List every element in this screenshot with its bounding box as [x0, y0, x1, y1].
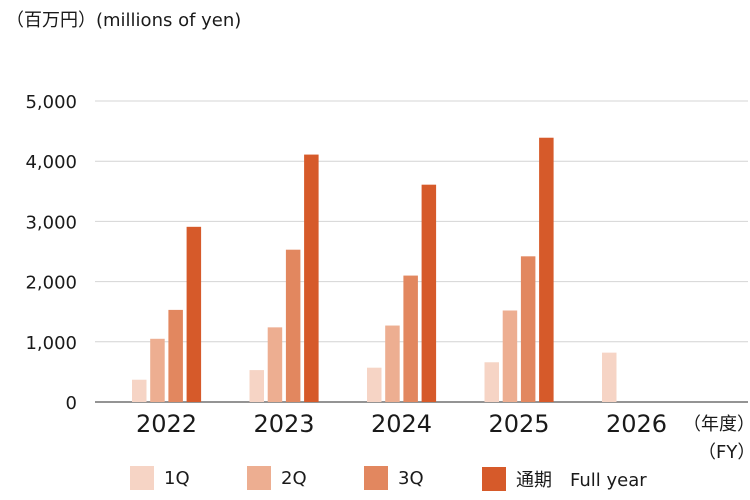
bar-2023-1	[249, 370, 264, 402]
legend-label: 3Q	[398, 467, 424, 489]
y-tick-label: 4,000	[25, 152, 77, 173]
x-tick-label: 2026	[606, 410, 667, 438]
y-tick-label: 1,000	[25, 333, 77, 354]
legend-swatch	[364, 466, 388, 490]
legend-item: 1Q	[130, 466, 190, 490]
bar-2022-4	[186, 226, 202, 402]
legend-swatch	[482, 467, 506, 491]
legend-label: 2Q	[281, 467, 307, 489]
bar-2025-2	[502, 310, 518, 402]
bar-2025-4	[539, 137, 554, 403]
bar-2023-2	[267, 327, 283, 402]
bar-2023-3	[285, 249, 301, 402]
bar-2024-4	[421, 184, 437, 402]
bar-2026-1	[602, 352, 617, 402]
unit-label: （百万円）(millions of yen)	[6, 10, 242, 31]
legend-label: 通期 Full year	[516, 470, 647, 491]
gridlines	[95, 100, 748, 403]
bar-2022-2	[150, 338, 165, 402]
x-tick-label: 2023	[254, 410, 315, 438]
bar-2024-2	[385, 325, 400, 402]
legend-item: 3Q	[364, 466, 424, 490]
y-tick-label: 5,000	[25, 92, 77, 113]
bars	[132, 137, 617, 403]
bar-2024-3	[403, 275, 418, 402]
y-tick-label: 0	[66, 393, 77, 414]
legend-item: 2Q	[247, 466, 307, 490]
bar-2022-3	[168, 309, 183, 402]
x-tick-label: 2022	[136, 410, 197, 438]
legend: 1Q 2Q 3Q 通期 Full year	[0, 466, 750, 496]
legend-item: 通期 Full year	[482, 466, 647, 492]
y-tick-label: 3,000	[25, 212, 77, 233]
bar-2023-4	[304, 154, 319, 402]
bar-2025-3	[520, 256, 536, 402]
legend-swatch	[247, 466, 271, 490]
y-axis-ticks: 0 1,000 2,000 3,000 4,000 5,000	[25, 92, 77, 414]
fy-label-jp: （年度）	[683, 414, 750, 435]
x-tick-label: 2024	[371, 410, 432, 438]
legend-label: 1Q	[164, 467, 190, 489]
x-axis-ticks: 2022 2023 2024 2025 2026	[136, 410, 667, 438]
bar-2025-1	[484, 362, 499, 402]
bar-2024-1	[367, 367, 382, 402]
bar-2022-1	[132, 379, 147, 402]
y-tick-label: 2,000	[25, 273, 77, 294]
x-tick-label: 2025	[489, 410, 550, 438]
fy-label-en: （FY）	[698, 442, 750, 463]
legend-swatch	[130, 466, 154, 490]
